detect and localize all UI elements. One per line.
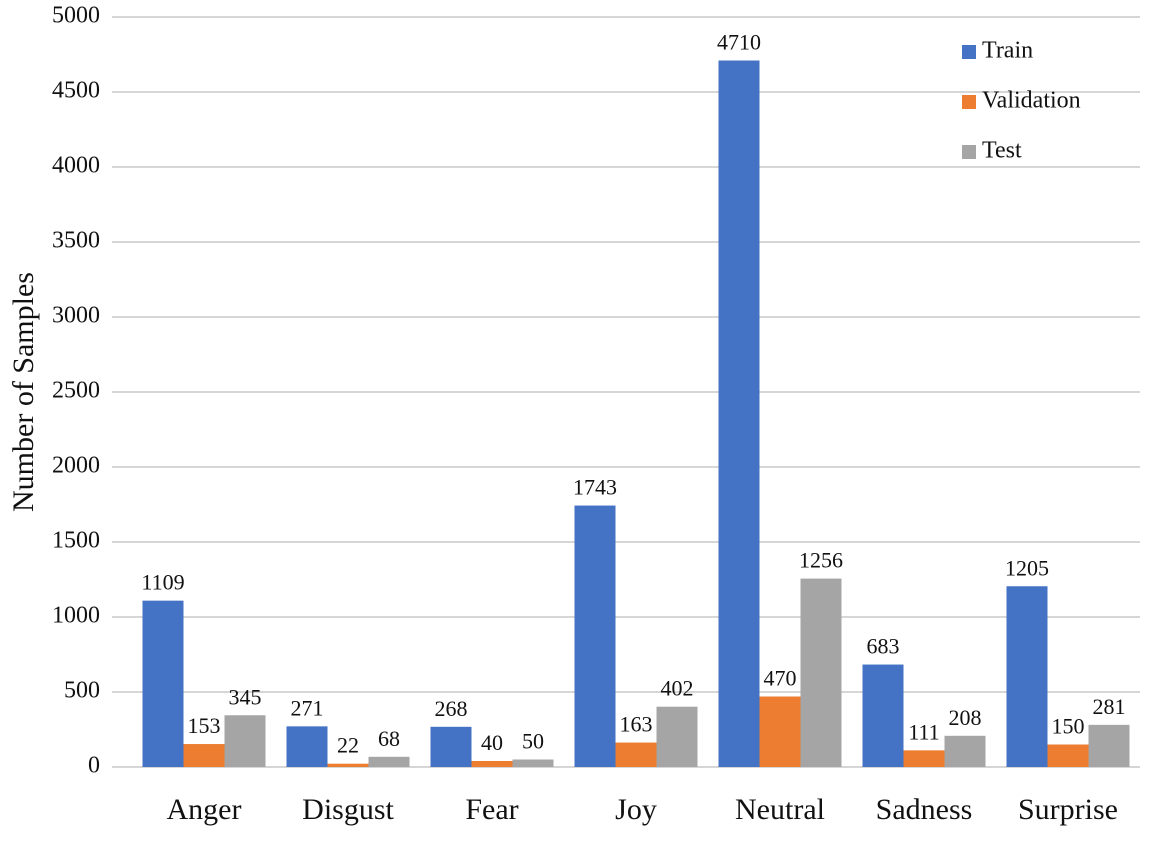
bar xyxy=(944,735,986,767)
data-label: 4710 xyxy=(717,30,761,55)
bar xyxy=(800,578,842,767)
y-tick-label: 1000 xyxy=(52,603,100,629)
bar xyxy=(656,706,698,767)
bar xyxy=(1088,724,1130,767)
data-label: 345 xyxy=(229,684,262,709)
bar xyxy=(512,759,554,767)
y-tick-label: 5000 xyxy=(52,3,100,29)
legend-label: Test xyxy=(982,138,1022,164)
bar xyxy=(430,726,472,767)
y-tick-label: 3500 xyxy=(52,228,100,254)
y-tick-label: 0 xyxy=(88,753,100,779)
bar xyxy=(368,756,410,767)
x-tick-label: Sadness xyxy=(876,793,973,826)
bar xyxy=(327,763,369,767)
y-tick-label: 500 xyxy=(64,678,100,704)
data-label: 268 xyxy=(435,696,468,721)
data-label: 1743 xyxy=(573,475,617,500)
y-tick-label: 2000 xyxy=(52,453,100,479)
data-label: 1109 xyxy=(141,570,184,595)
bar xyxy=(1047,744,1089,767)
bar xyxy=(759,696,801,767)
y-tick-label: 1500 xyxy=(52,528,100,554)
legend-swatch xyxy=(962,145,976,159)
data-label: 1205 xyxy=(1005,555,1049,580)
bar xyxy=(183,744,225,767)
legend-label: Train xyxy=(982,38,1033,64)
data-label: 22 xyxy=(337,733,359,758)
legend-label: Validation xyxy=(982,88,1081,114)
data-label: 111 xyxy=(908,719,939,744)
x-tick-label: Surprise xyxy=(1018,793,1118,826)
data-label: 402 xyxy=(661,676,694,701)
x-tick-label: Disgust xyxy=(302,793,394,826)
y-tick-label: 2500 xyxy=(52,378,100,404)
y-tick-label: 4500 xyxy=(52,78,100,104)
bar xyxy=(903,750,945,767)
bar xyxy=(142,600,184,767)
data-label: 208 xyxy=(949,705,982,730)
x-tick-label: Fear xyxy=(465,793,518,826)
bar xyxy=(862,664,904,767)
bar xyxy=(471,761,513,767)
data-label: 68 xyxy=(378,726,400,751)
y-tick-label: 4000 xyxy=(52,153,100,179)
bar xyxy=(574,505,616,767)
data-label: 163 xyxy=(620,712,653,737)
data-label: 150 xyxy=(1052,714,1085,739)
bar xyxy=(718,60,760,767)
data-label: 40 xyxy=(481,730,503,755)
bar xyxy=(1006,586,1048,767)
legend-swatch xyxy=(962,95,976,109)
y-axis-label: Number of Samples xyxy=(7,272,40,512)
data-label: 153 xyxy=(188,713,221,738)
x-tick-label: Neutral xyxy=(735,793,825,826)
y-tick-label: 3000 xyxy=(52,303,100,329)
bar xyxy=(286,726,328,767)
legend-swatch xyxy=(962,45,976,59)
x-tick-label: Anger xyxy=(167,793,242,826)
data-label: 50 xyxy=(522,729,544,754)
x-tick-label: Joy xyxy=(615,793,657,826)
data-label: 1256 xyxy=(799,548,843,573)
data-label: 470 xyxy=(764,666,797,691)
data-label: 281 xyxy=(1093,694,1126,719)
data-label: 683 xyxy=(867,634,900,659)
data-label: 271 xyxy=(291,695,324,720)
bar xyxy=(615,742,657,767)
bar xyxy=(224,715,266,767)
